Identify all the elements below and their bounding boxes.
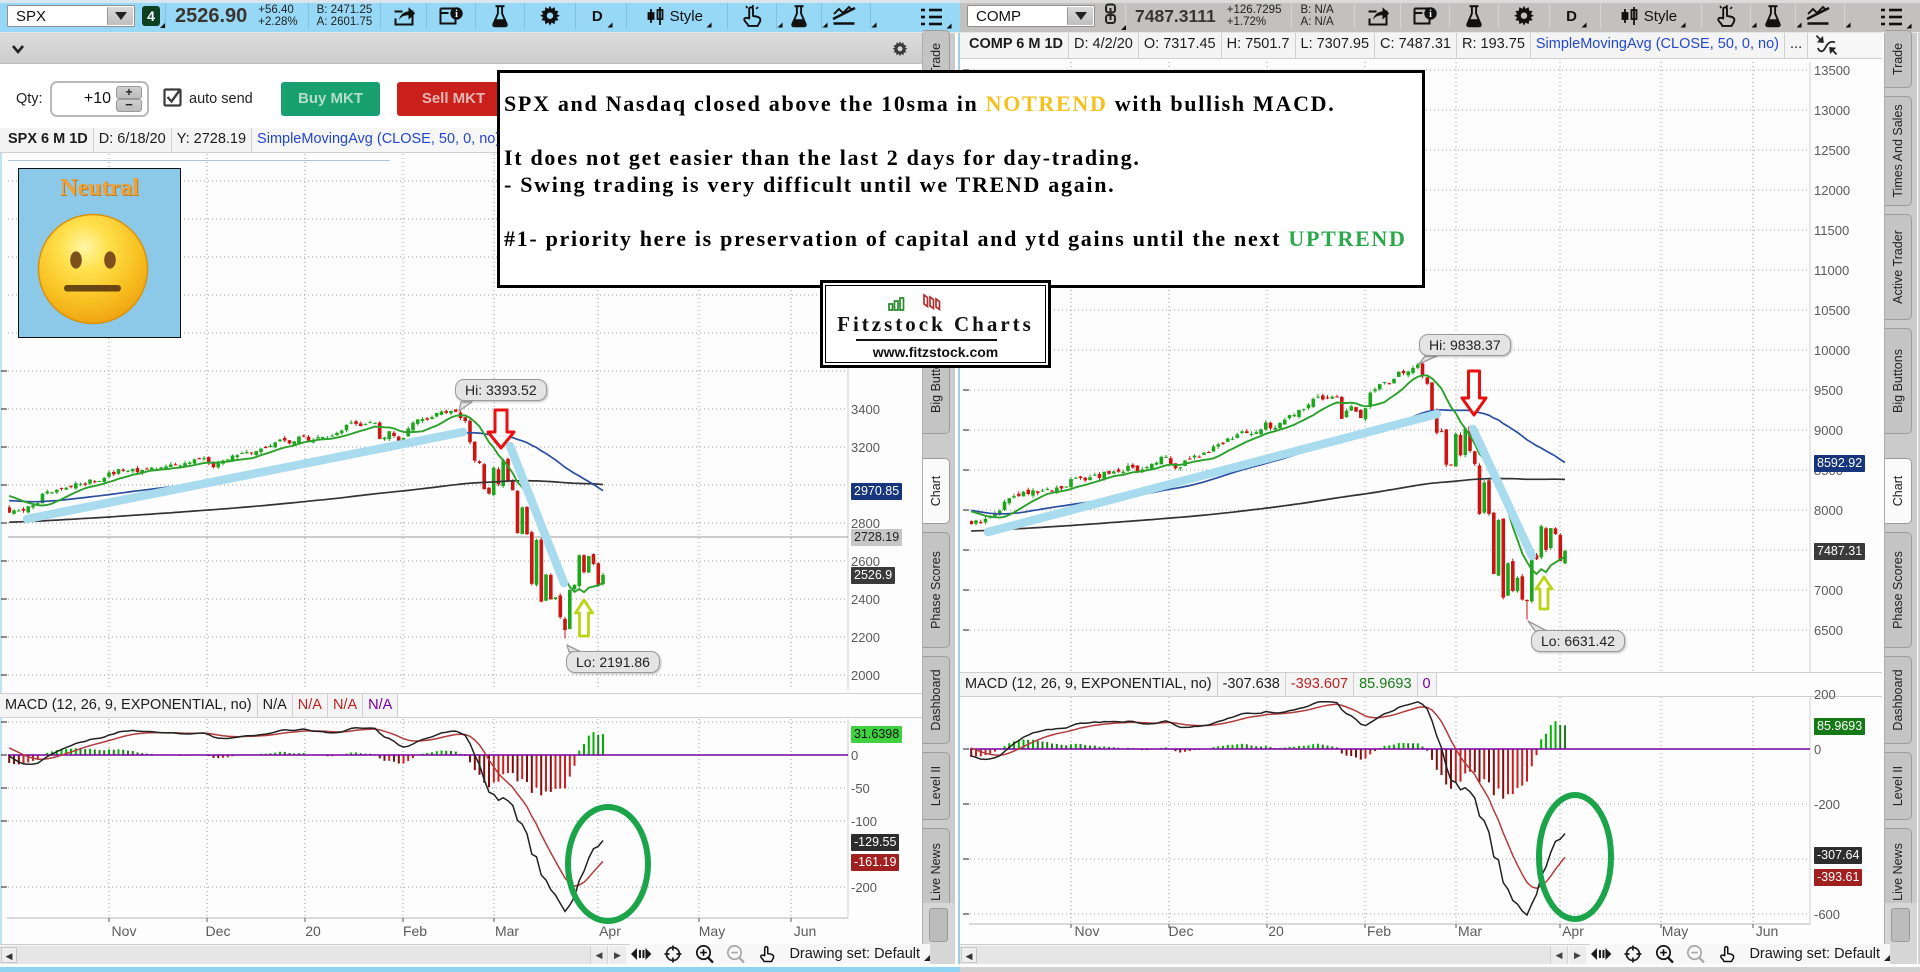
svg-text:10000: 10000 [1814, 343, 1850, 358]
svg-text:Dec: Dec [1169, 923, 1194, 939]
svg-text:May: May [1662, 923, 1688, 939]
svg-text:i: i [1430, 9, 1433, 20]
svg-text:2400: 2400 [851, 592, 880, 607]
svg-text:2000: 2000 [851, 668, 880, 683]
svg-text:-200: -200 [851, 880, 877, 895]
svg-text:Apr: Apr [1562, 923, 1584, 939]
svg-text:Nov: Nov [1075, 923, 1100, 939]
svg-text:-600: -600 [1814, 907, 1840, 922]
svg-text:Feb: Feb [1367, 923, 1391, 939]
svg-text:2800: 2800 [851, 516, 880, 531]
svg-text:9000: 9000 [1814, 423, 1843, 438]
svg-text:2200: 2200 [851, 630, 880, 645]
svg-text:3200: 3200 [851, 440, 880, 455]
svg-text:Jun: Jun [794, 923, 817, 939]
svg-text:20: 20 [305, 923, 321, 939]
svg-text:Mar: Mar [495, 923, 519, 939]
svg-text:2600: 2600 [851, 554, 880, 569]
svg-text:Nov: Nov [112, 923, 137, 939]
svg-text:10500: 10500 [1814, 303, 1850, 318]
svg-text:Jun: Jun [1756, 923, 1779, 939]
svg-text:-50: -50 [851, 781, 870, 796]
svg-text:11500: 11500 [1814, 223, 1849, 238]
svg-text:Feb: Feb [403, 923, 427, 939]
svg-text:0: 0 [1814, 742, 1821, 757]
svg-text:7000: 7000 [1814, 583, 1843, 598]
svg-text:12000: 12000 [1814, 183, 1850, 198]
svg-text:3400: 3400 [851, 402, 880, 417]
svg-text:8000: 8000 [1814, 503, 1843, 518]
svg-text:0: 0 [851, 748, 858, 763]
svg-text:Mar: Mar [1458, 923, 1482, 939]
svg-text:-100: -100 [851, 814, 877, 829]
svg-text:11000: 11000 [1814, 263, 1849, 278]
svg-text:May: May [699, 923, 725, 939]
svg-text:12500: 12500 [1814, 143, 1850, 158]
svg-text:13500: 13500 [1814, 63, 1850, 78]
svg-text:-200: -200 [1814, 797, 1840, 812]
svg-text:6500: 6500 [1814, 623, 1843, 638]
svg-text:i: i [455, 9, 458, 20]
svg-text:Apr: Apr [599, 923, 621, 939]
svg-text:9500: 9500 [1814, 383, 1843, 398]
svg-text:200: 200 [1814, 687, 1836, 702]
svg-text:13000: 13000 [1814, 103, 1850, 118]
svg-text:Dec: Dec [206, 923, 231, 939]
svg-text:20: 20 [1268, 923, 1284, 939]
